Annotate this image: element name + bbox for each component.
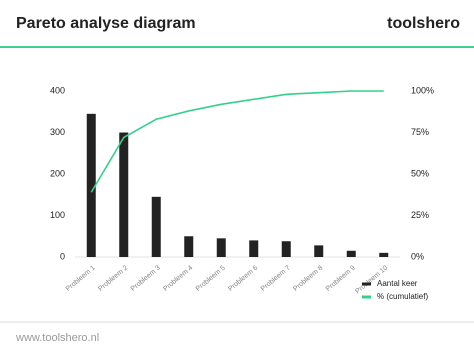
y-tick-label: 200 [50,168,65,178]
legend-label: % (cumulatief) [377,292,428,301]
footer-url: www.toolshero.nl [15,332,99,344]
bar [216,238,226,257]
bar [184,236,194,257]
y-tick-label: 300 [50,127,65,137]
bar [281,241,291,257]
y2-tick-label: 75% [411,127,429,137]
cumulative-line [90,90,384,193]
bar [86,113,96,257]
legend-swatch [362,282,371,286]
y2-tick-label: 0% [411,251,424,261]
page-title: Pareto analyse diagram [16,15,196,32]
bar [249,240,259,257]
bar [314,245,324,257]
y-tick-label: 400 [50,85,65,95]
bar [346,250,356,257]
brand: toolshero [387,15,460,32]
bar [151,196,161,257]
y2-tick-label: 25% [411,210,429,220]
y2-tick-label: 100% [411,85,434,95]
bar [119,132,129,257]
y2-tick-label: 50% [411,168,429,178]
legend-swatch [362,295,371,299]
bar [379,252,389,257]
legend-label: Aantal keer [377,279,418,288]
y-tick-label: 0 [60,251,65,261]
y-tick-label: 100 [50,210,65,220]
